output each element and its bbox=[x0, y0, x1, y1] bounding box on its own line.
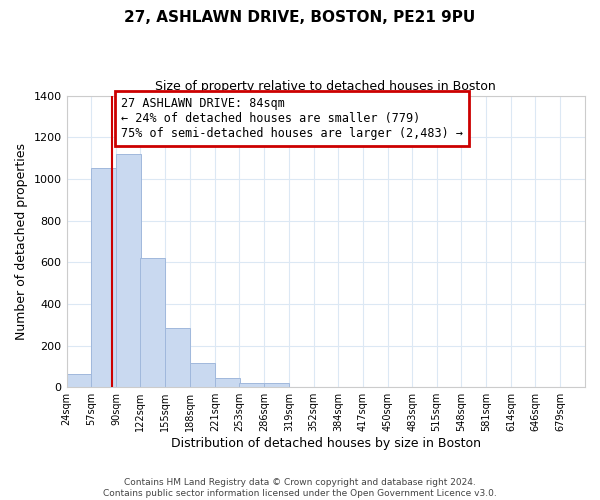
X-axis label: Distribution of detached houses by size in Boston: Distribution of detached houses by size … bbox=[171, 437, 481, 450]
Bar bbox=[116, 154, 141, 387]
Text: 27, ASHLAWN DRIVE, BOSTON, PE21 9PU: 27, ASHLAWN DRIVE, BOSTON, PE21 9PU bbox=[124, 10, 476, 25]
Y-axis label: Number of detached properties: Number of detached properties bbox=[15, 143, 28, 340]
Bar bbox=[215, 378, 240, 387]
Bar bbox=[67, 374, 91, 387]
Bar bbox=[165, 328, 190, 387]
Bar bbox=[91, 168, 116, 387]
Bar bbox=[239, 383, 264, 387]
Bar bbox=[190, 364, 215, 387]
Bar bbox=[264, 384, 289, 387]
Text: Contains HM Land Registry data © Crown copyright and database right 2024.
Contai: Contains HM Land Registry data © Crown c… bbox=[103, 478, 497, 498]
Title: Size of property relative to detached houses in Boston: Size of property relative to detached ho… bbox=[155, 80, 496, 93]
Bar bbox=[140, 258, 165, 387]
Text: 27 ASHLAWN DRIVE: 84sqm
← 24% of detached houses are smaller (779)
75% of semi-d: 27 ASHLAWN DRIVE: 84sqm ← 24% of detache… bbox=[121, 97, 463, 140]
